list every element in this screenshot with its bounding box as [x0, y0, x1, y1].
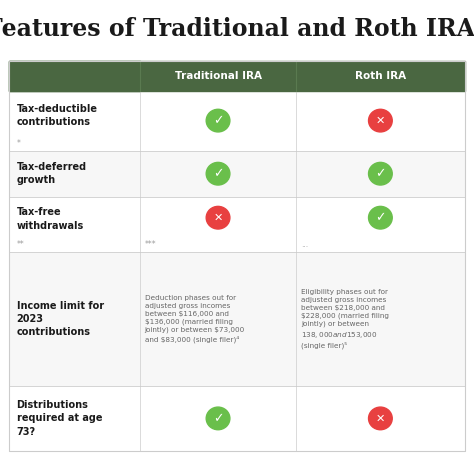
Text: ✕: ✕ [376, 414, 385, 424]
Text: Features of Traditional and Roth IRAs: Features of Traditional and Roth IRAs [0, 18, 474, 41]
FancyBboxPatch shape [9, 197, 465, 252]
Text: ✕: ✕ [213, 213, 223, 223]
Text: ✓: ✓ [375, 211, 386, 224]
Text: Traditional IRA: Traditional IRA [174, 71, 262, 81]
Text: Roth IRA: Roth IRA [355, 71, 406, 81]
Text: Tax-deductible
contributions: Tax-deductible contributions [17, 104, 98, 127]
Text: Deduction phases out for
adjusted gross incomes
between $116,000 and
$136,000 (m: Deduction phases out for adjusted gross … [145, 295, 245, 343]
Text: **: ** [17, 241, 24, 250]
Circle shape [368, 207, 392, 229]
Circle shape [368, 162, 392, 185]
Text: ✓: ✓ [213, 167, 223, 180]
Text: *: * [17, 139, 20, 148]
Circle shape [206, 207, 230, 229]
Text: ✓: ✓ [375, 167, 386, 180]
FancyBboxPatch shape [9, 61, 140, 91]
FancyBboxPatch shape [9, 386, 465, 451]
Text: Tax-deferred
growth: Tax-deferred growth [17, 162, 87, 185]
Text: Tax-free
withdrawals: Tax-free withdrawals [17, 207, 84, 231]
Text: ✓: ✓ [213, 114, 223, 127]
Text: ...: ... [301, 241, 308, 250]
Circle shape [206, 162, 230, 185]
Text: ***: *** [145, 241, 156, 250]
Text: Eligibility phases out for
adjusted gross incomes
between $218,000 and
$228,000 : Eligibility phases out for adjusted gros… [301, 289, 389, 349]
FancyBboxPatch shape [9, 252, 465, 386]
Text: Distributions
required at age
73?: Distributions required at age 73? [17, 400, 102, 437]
Circle shape [206, 407, 230, 430]
FancyBboxPatch shape [9, 61, 465, 91]
Text: ✓: ✓ [213, 412, 223, 425]
Circle shape [206, 109, 230, 132]
Circle shape [368, 109, 392, 132]
FancyBboxPatch shape [9, 91, 465, 150]
Circle shape [368, 407, 392, 430]
Text: Income limit for
2023
contributions: Income limit for 2023 contributions [17, 301, 104, 337]
Text: ✕: ✕ [376, 116, 385, 125]
FancyBboxPatch shape [9, 150, 465, 197]
